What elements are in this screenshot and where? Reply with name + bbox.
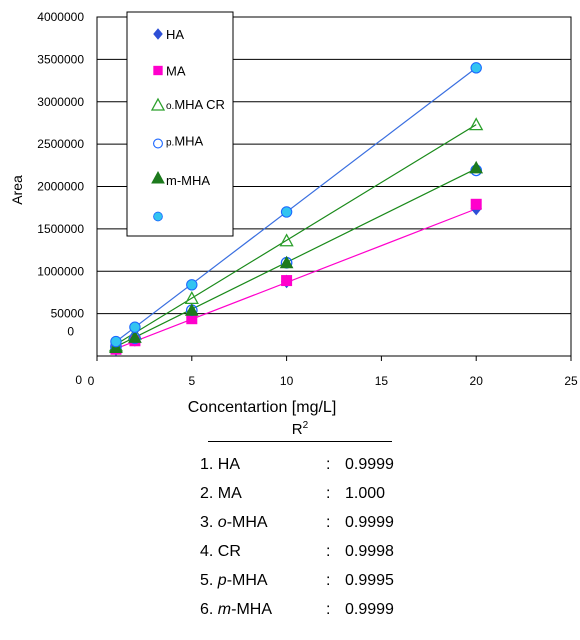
r2-compound-label: 2. MA (200, 485, 242, 502)
r2-header: R2 (208, 420, 392, 438)
r2-colon: : (326, 601, 331, 618)
legend-box (126, 11, 234, 237)
r2-value: 0.9999 (345, 456, 394, 473)
legend-label: m-MHA (166, 173, 210, 188)
r2-row: 6. m-MHA:0.9999 (150, 601, 450, 625)
r2-value: 0.9995 (345, 572, 394, 589)
data-point (279, 255, 294, 269)
y-tick-label: 3500000 (37, 52, 84, 66)
x-tick-label: 15 (375, 374, 389, 388)
y-tick-label: 2000000 (37, 180, 84, 194)
y-axis-title: Area (9, 175, 25, 205)
legend-label: p.MHA (166, 134, 204, 149)
r2-value: 0.9999 (345, 514, 394, 531)
r2-colon: : (326, 456, 331, 473)
x-tick-label: 25 (564, 374, 578, 388)
r2-row: 1. HA:0.9999 (150, 456, 450, 480)
legend-marker (153, 211, 163, 222)
data-point (110, 335, 122, 348)
data-point (281, 275, 293, 287)
data-point (129, 321, 141, 333)
chart: 0 5 10 15 20 25 0 50000 0 1000000 1500000 2000000 25… (9, 10, 578, 416)
y-tick-label: 4000000 (37, 10, 84, 24)
r2-value: 0.9998 (345, 543, 394, 560)
r2-header-label: R (291, 421, 303, 438)
r2-colon: : (326, 543, 331, 560)
legend-marker (151, 170, 165, 184)
r2-colon: : (326, 514, 331, 531)
r2-header-rule (208, 441, 392, 442)
y-tick-label: 0 (75, 373, 82, 387)
r2-header-superscript: 2 (302, 420, 309, 431)
r2-value: 1.000 (345, 485, 386, 502)
fit-line (113, 168, 477, 349)
legend-marker (153, 65, 163, 76)
x-tick-label: 5 (188, 374, 195, 388)
data-point (128, 330, 142, 343)
plot-area-frame (96, 16, 572, 357)
data-point (279, 233, 294, 247)
data-point (186, 279, 198, 291)
legend-label: MA (166, 64, 186, 79)
r2-row: 3. o-MHA:0.9999 (150, 514, 450, 538)
y-tick-label: 1000000 (37, 264, 84, 278)
r2-compound-label: 5. p-MHA (200, 572, 268, 589)
r2-value: 0.9999 (345, 601, 394, 618)
fit-line (113, 67, 477, 344)
data-point (469, 117, 484, 131)
legend-marker (150, 97, 166, 111)
legend-label: HA (166, 27, 184, 42)
y-tick-label: 3000000 (37, 95, 84, 109)
fit-line (113, 124, 477, 347)
data-point (469, 160, 484, 174)
data-point (184, 303, 199, 316)
r2-compound-label: 6. m-MHA (200, 601, 273, 618)
r2-row: 4. CR:0.9998 (150, 543, 450, 567)
r2-compound-label: 3. o-MHA (200, 514, 268, 531)
y-tick-label: 50000 0 (51, 307, 85, 339)
fit-line (113, 208, 477, 350)
data-point (470, 198, 482, 210)
r2-colon: : (326, 485, 331, 502)
r2-row: 2. MA:1.000 (150, 485, 450, 509)
data-point (280, 206, 293, 218)
x-tick-label: 0 (88, 374, 95, 388)
x-tick-label: 10 (280, 374, 294, 388)
legend-label: o.MHA CR (166, 97, 225, 112)
y-tick-label: 1500000 (37, 222, 84, 236)
r2-row: 5. p-MHA:0.9995 (150, 572, 450, 596)
legend-marker (153, 138, 163, 149)
r2-compound-label: 4. CR (200, 543, 241, 560)
x-tick-label: 20 (470, 374, 484, 388)
legend-marker (153, 28, 163, 40)
r2-colon: : (326, 572, 331, 589)
r2-compound-label: 1. HA (200, 456, 241, 473)
x-axis-title: Concentartion [mg/L] (188, 399, 337, 416)
y-tick-label: 2500000 (37, 137, 84, 151)
data-point (470, 62, 482, 74)
